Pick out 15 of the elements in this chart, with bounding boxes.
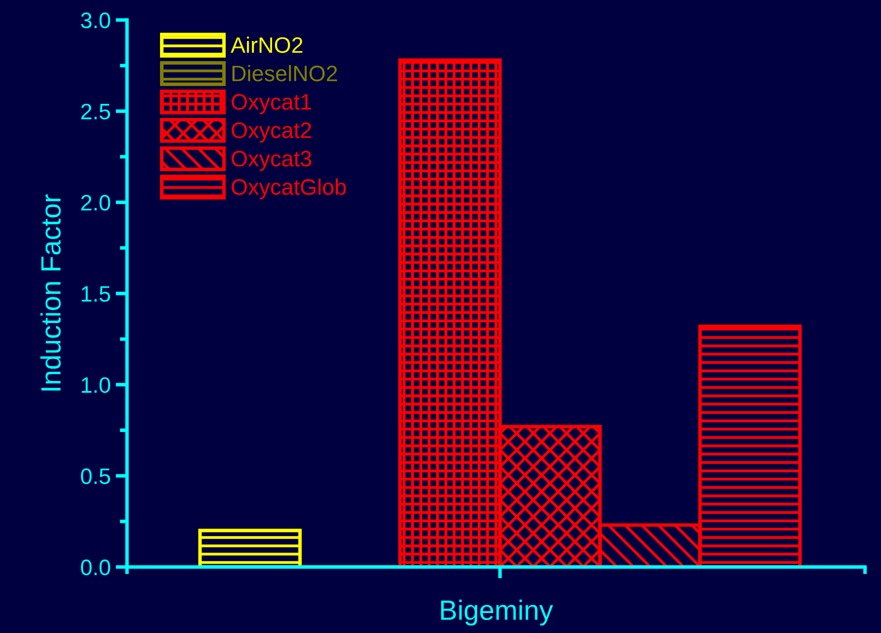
legend-label: Oxycat2 xyxy=(232,122,312,143)
x-axis-title: Bigeminy xyxy=(441,600,554,626)
y-tick-label: 0.5 xyxy=(81,468,110,484)
y-tick-label: 1.5 xyxy=(82,286,110,302)
y-axis-title: Induction Factor xyxy=(40,194,61,391)
y-tick-label: 1.0 xyxy=(82,377,110,393)
y-tick-label: 2.5 xyxy=(81,104,110,120)
y-tick-label: 0.0 xyxy=(81,560,110,576)
legend-label: Oxycat1 xyxy=(232,94,312,114)
y-tick-label: 3.0 xyxy=(80,12,110,28)
legend-label: Oxycat3 xyxy=(232,150,312,171)
y-tick-label: 2.0 xyxy=(81,194,110,211)
legend-label: AirNO2 xyxy=(230,36,302,53)
legend-label: DieselNO2 xyxy=(232,65,337,82)
legend-label: OxycatGlob xyxy=(232,178,346,200)
